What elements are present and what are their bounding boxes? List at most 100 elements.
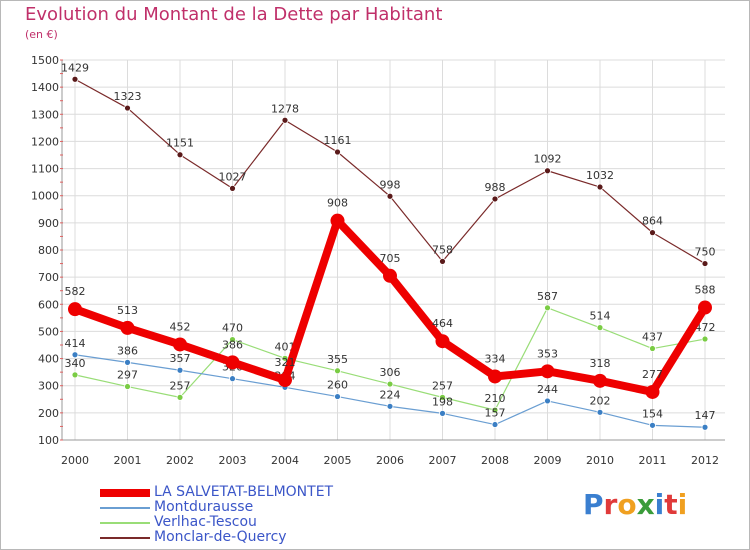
y-tick-label: 1100 [31,163,59,176]
data-point-verlhac-tescou [176,393,184,401]
data-point-verlhac-tescou [71,371,79,379]
legend-swatch [100,489,150,497]
data-label-montdurausse: 202 [590,394,611,407]
x-tick-label: 2003 [219,454,247,467]
data-label-la-salvetat-belmontet: 353 [537,347,558,360]
data-point-la-salvetat-belmontet [330,213,345,228]
y-tick-label: 100 [38,434,59,447]
logo-letter: i [654,488,665,521]
x-tick-label: 2011 [639,454,667,467]
data-label-montdurausse: 244 [537,383,558,396]
data-point-la-salvetat-belmontet [120,320,135,335]
y-tick-label: 1000 [31,190,59,203]
data-label-verlhac-tescou: 514 [590,310,611,323]
y-tick-label: 600 [38,298,59,311]
data-label-la-salvetat-belmontet: 334 [485,352,506,365]
logo-letter: t [664,488,678,521]
data-label-la-salvetat-belmontet: 277 [642,368,663,381]
data-label-verlhac-tescou: 355 [327,353,348,366]
data-label-monclar-de-quercy: 864 [642,215,663,228]
x-tick-label: 2009 [534,454,562,467]
data-label-la-salvetat-belmontet: 318 [590,357,611,370]
data-point-monclar-de-quercy [439,257,446,265]
data-label-verlhac-tescou: 472 [695,321,716,334]
x-tick-label: 2010 [586,454,614,467]
data-point-verlhac-tescou [701,335,709,343]
x-tick-label: 2012 [691,454,719,467]
x-tick-label: 2008 [481,454,509,467]
y-tick-label: 1300 [31,108,59,121]
data-label-monclar-de-quercy: 1032 [586,169,614,182]
data-point-verlhac-tescou [491,406,499,414]
data-point-monclar-de-quercy [124,104,131,112]
data-point-la-salvetat-belmontet [383,268,397,283]
data-label-verlhac-tescou: 210 [485,392,506,405]
data-label-la-salvetat-belmontet: 582 [65,285,86,298]
data-label-monclar-de-quercy: 998 [380,178,401,191]
data-label-la-salvetat-belmontet: 464 [432,317,453,330]
data-label-montdurausse: 414 [65,337,86,350]
x-tick-label: 2001 [114,454,142,467]
data-label-montdurausse: 224 [380,388,401,401]
data-label-verlhac-tescou: 306 [380,366,401,379]
y-tick-label: 1500 [31,54,59,67]
data-point-verlhac-tescou [386,380,394,388]
data-label-la-salvetat-belmontet: 386 [222,338,243,351]
data-label-la-salvetat-belmontet: 452 [170,320,191,333]
data-label-la-salvetat-belmontet: 321 [275,356,296,369]
data-point-monclar-de-quercy [491,195,499,203]
logo-letter: i [677,488,688,521]
data-label-verlhac-tescou: 257 [170,379,191,392]
data-point-monclar-de-quercy [229,184,236,192]
data-point-monclar-de-quercy [544,167,551,175]
data-point-montdurausse [71,351,79,359]
data-point-montdurausse [386,402,394,410]
data-label-montdurausse: 386 [117,344,138,357]
y-tick-label: 700 [38,271,59,284]
data-label-montdurausse: 157 [485,407,506,420]
data-point-verlhac-tescou [439,393,446,401]
y-tick-label: 300 [38,380,59,393]
data-label-monclar-de-quercy: 758 [432,243,453,256]
data-label-monclar-de-quercy: 1161 [324,134,352,147]
data-point-la-salvetat-belmontet [173,337,187,352]
data-point-la-salvetat-belmontet [68,302,82,317]
legend-label: LA SALVETAT-BELMONTET [154,484,334,500]
data-point-montdurausse [334,393,341,400]
x-tick-label: 2006 [376,454,404,467]
data-point-la-salvetat-belmontet [488,369,502,384]
data-label-monclar-de-quercy: 1429 [61,61,89,74]
data-point-monclar-de-quercy [701,260,709,267]
data-label-montdurausse: 198 [432,395,453,408]
data-label-monclar-de-quercy: 1323 [114,90,142,103]
data-point-monclar-de-quercy [281,116,289,124]
legend-swatch [100,537,150,539]
data-point-monclar-de-quercy [334,148,341,156]
legend-label: Verlhac-Tescou [154,514,257,530]
x-tick-label: 2002 [166,454,194,467]
data-point-la-salvetat-belmontet [540,364,555,379]
data-label-monclar-de-quercy: 1151 [166,137,194,150]
data-label-monclar-de-quercy: 1027 [219,170,247,183]
data-label-la-salvetat-belmontet: 908 [327,197,348,210]
data-point-verlhac-tescou [124,383,131,390]
data-point-montdurausse [229,375,236,383]
logo-letter: P [583,488,604,521]
data-label-montdurausse: 154 [642,407,663,420]
y-tick-label: 900 [38,217,59,230]
data-point-montdurausse [596,408,604,416]
logo-letter: r [603,488,618,521]
data-label-verlhac-tescou: 340 [65,357,86,370]
legend-swatch [100,522,150,524]
data-label-montdurausse: 357 [170,352,191,365]
logo-letter: o [617,488,637,521]
data-point-la-salvetat-belmontet [698,300,712,315]
data-point-monclar-de-quercy [596,183,604,191]
x-tick-label: 2004 [271,454,299,467]
data-point-monclar-de-quercy [386,192,394,200]
data-label-monclar-de-quercy: 750 [695,246,716,259]
data-point-verlhac-tescou [334,367,341,375]
legend-label: Montdurausse [154,499,254,515]
y-tick-label: 800 [38,244,59,257]
